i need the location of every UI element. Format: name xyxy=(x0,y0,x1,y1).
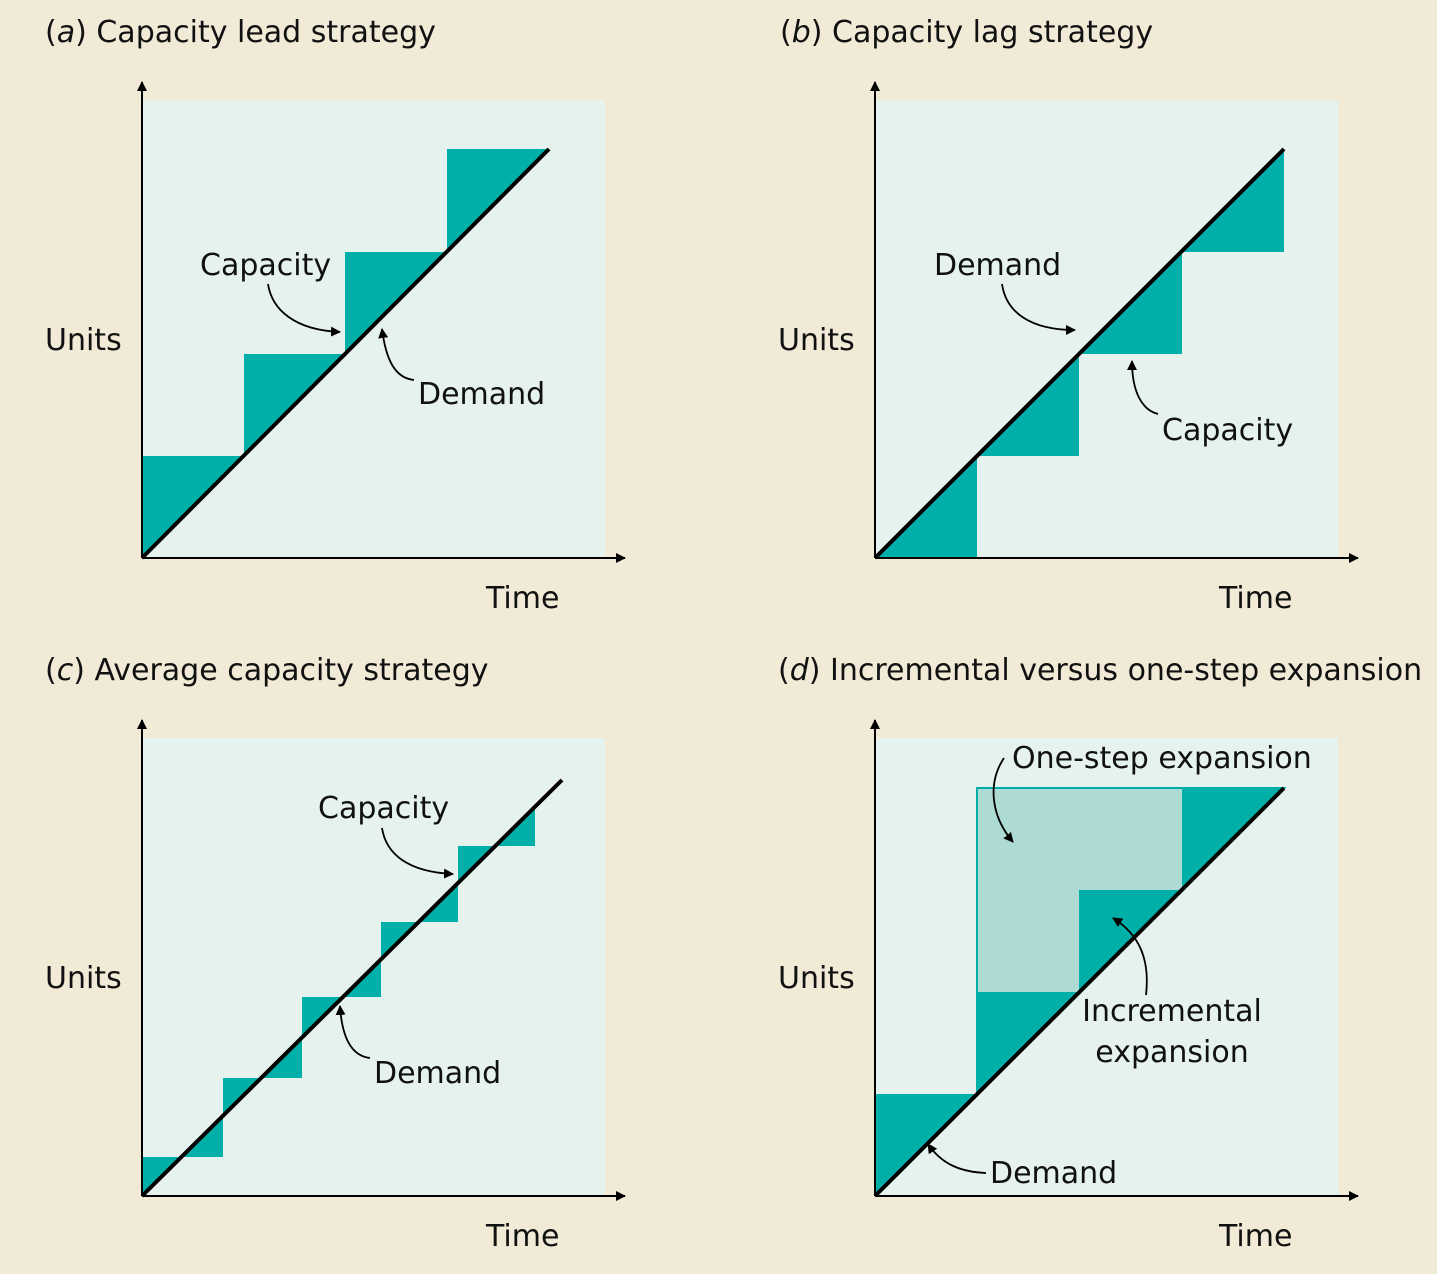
panel-b-demand-label: Demand xyxy=(934,248,1061,283)
panel-d-demand-line xyxy=(873,786,1286,1198)
panel-b-x-label: Time xyxy=(1218,581,1292,616)
panel-c-x-label: Time xyxy=(485,1219,559,1254)
panel-c: (c) Average capacity strategy Units Time… xyxy=(45,653,626,1254)
panel-a-capacity-label: Capacity xyxy=(200,248,331,283)
panel-c-capacity-label: Capacity xyxy=(318,791,449,826)
panel-a: (a) Capacity lead strategy Units Time Ca… xyxy=(45,15,626,616)
panel-d-demand-label: Demand xyxy=(990,1156,1117,1191)
panel-a-title-text: Capacity lead strategy xyxy=(96,15,436,50)
panel-d-incremental-label: Incremental xyxy=(1082,994,1262,1029)
panel-c-title: (c) Average capacity strategy xyxy=(45,653,489,688)
panel-d-one-step-arrow xyxy=(992,757,1014,843)
panel-d-demand-arrow xyxy=(927,1143,987,1174)
panel-c-y-label: Units xyxy=(45,961,122,996)
panel-c-demand-arrow xyxy=(335,1005,371,1059)
panel-c-capacity-arrow xyxy=(381,827,454,879)
panel-b-capacity-arrow xyxy=(1127,360,1159,415)
panel-a-y-label: Units xyxy=(45,323,122,358)
panel-d-one-step-label: One-step expansion xyxy=(1012,741,1312,776)
panel-c-letter: c xyxy=(57,653,74,688)
panel-a-title: (a) Capacity lead strategy xyxy=(45,15,436,50)
panel-c-title-text: Average capacity strategy xyxy=(94,653,488,688)
panel-b-capacity-label: Capacity xyxy=(1162,413,1293,448)
panel-c-demand-label: Demand xyxy=(374,1056,501,1091)
panel-b-title-text: Capacity lag strategy xyxy=(832,15,1153,50)
panel-b-title: (b) Capacity lag strategy xyxy=(780,15,1153,50)
panel-d-y-label: Units xyxy=(778,961,855,996)
panel-a-demand-label: Demand xyxy=(418,377,545,412)
panel-b-letter: b xyxy=(792,15,811,50)
panel-c-demand-line xyxy=(140,778,564,1198)
panel-a-letter: a xyxy=(57,15,75,50)
panel-a-demand-arrow xyxy=(378,328,415,381)
panel-d-expansion-label: expansion xyxy=(1095,1035,1248,1070)
panel-a-demand-line xyxy=(140,147,551,560)
panel-b-demand-arrow xyxy=(1001,283,1076,335)
panel-b-demand-line xyxy=(873,147,1286,560)
panel-a-capacity-arrow xyxy=(267,283,341,337)
panel-d-title: (d) Incremental versus one-step expansio… xyxy=(778,653,1422,688)
panel-b: (b) Capacity lag strategy Units Time Dem… xyxy=(778,15,1359,616)
panel-d-title-text: Incremental versus one-step expansion xyxy=(830,653,1422,688)
panel-d-letter: d xyxy=(790,653,810,688)
panel-d-incremental-arrow xyxy=(1112,917,1148,996)
panel-a-x-label: Time xyxy=(485,581,559,616)
panel-d: (d) Incremental versus one-step expansio… xyxy=(778,653,1422,1254)
panel-d-x-label: Time xyxy=(1218,1219,1292,1254)
panel-b-y-label: Units xyxy=(778,323,855,358)
